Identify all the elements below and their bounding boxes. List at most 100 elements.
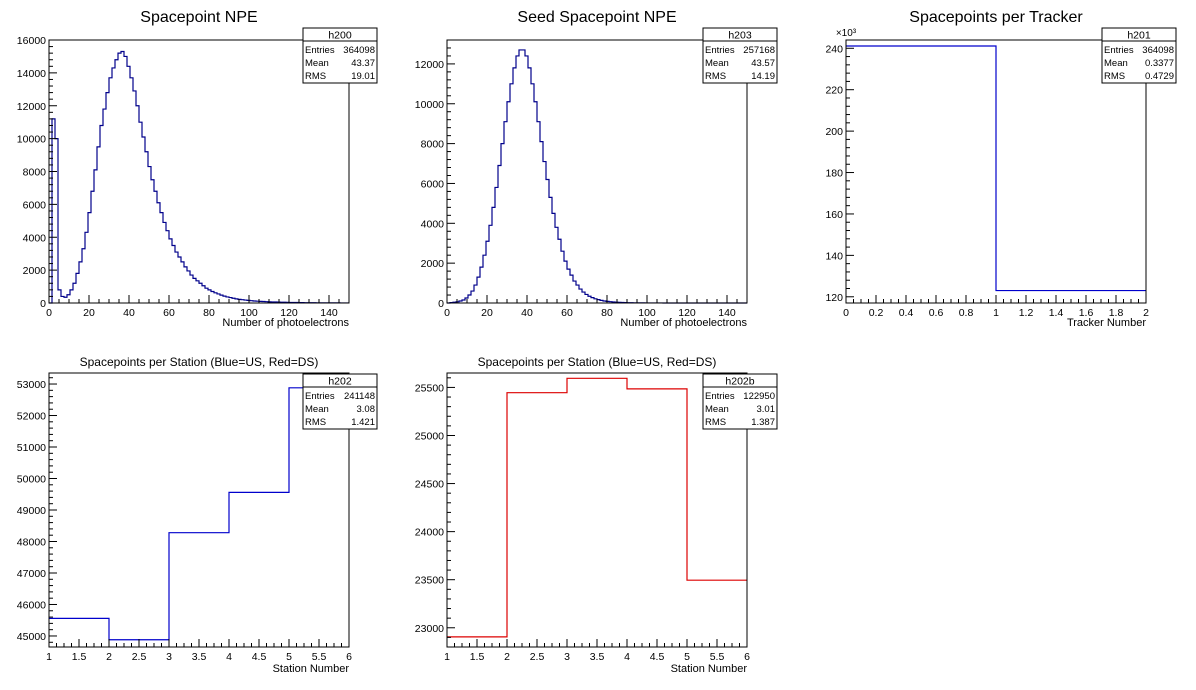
- y-tick-label: 14000: [17, 68, 46, 80]
- x-tick-label: 1: [46, 651, 52, 663]
- y-tick-label: 49000: [17, 505, 46, 517]
- stats-box: h202b Entries 122950 Mean 3.01 RMS 1.387: [702, 373, 778, 430]
- x-tick-label: 120: [280, 307, 298, 319]
- stats-value: 241148: [344, 391, 375, 402]
- y-tick-label: 10000: [17, 134, 46, 146]
- histogram-series-line: [49, 387, 349, 641]
- stats-histogram-name: h200: [328, 30, 352, 42]
- stats-label: Entries: [705, 391, 735, 402]
- plot-frame: [446, 372, 748, 648]
- y-tick-label: 2000: [421, 258, 445, 270]
- x-tick-label: 5.5: [312, 651, 327, 663]
- y-tick-label: 16000: [17, 35, 46, 47]
- x-tick-label: 40: [521, 307, 533, 319]
- y-tick-label: 12000: [17, 101, 46, 113]
- stats-value: 14.19: [751, 71, 775, 82]
- histogram-series-line: [846, 45, 1146, 292]
- stats-histogram-name: h202: [328, 376, 352, 388]
- stats-value: 1.387: [751, 417, 775, 428]
- chart-title: Spacepoints per Station (Blue=US, Red=DS…: [80, 355, 319, 369]
- y-tick-label: 10000: [415, 99, 444, 111]
- y-tick-label: 8000: [421, 139, 445, 151]
- y-tick-label: 6000: [23, 199, 47, 211]
- x-tick-label: 6: [346, 651, 352, 663]
- x-tick-label: 1: [444, 651, 450, 663]
- x-tick-label: 1.6: [1079, 307, 1094, 319]
- chart-title: Spacepoint NPE: [140, 9, 257, 26]
- stats-value: 43.57: [751, 58, 775, 69]
- stats-value: 3.01: [757, 404, 776, 415]
- x-tick-label: 0.8: [959, 307, 974, 319]
- x-tick-label: 0.6: [929, 307, 944, 319]
- stats-label: Mean: [305, 58, 329, 69]
- y-tick-label: 240: [825, 43, 843, 55]
- y-tick-label: 24500: [415, 479, 444, 491]
- x-axis-label: Station Number: [671, 663, 748, 675]
- y-tick-label: 180: [825, 168, 843, 180]
- stats-label: RMS: [305, 417, 326, 428]
- x-tick-label: 140: [718, 307, 736, 319]
- stats-label: Mean: [1104, 58, 1128, 69]
- x-tick-label: 0.2: [869, 307, 884, 319]
- y-tick-label: 25500: [415, 382, 444, 394]
- stats-box: h202 Entries 241148 Mean 3.08 RMS 1.421: [302, 373, 378, 430]
- y-tick-label: 51000: [17, 442, 46, 454]
- x-tick-label: 140: [320, 307, 338, 319]
- stats-value: 43.37: [351, 58, 375, 69]
- x-axis-label: Station Number: [273, 663, 350, 675]
- chart-title: Seed Spacepoint NPE: [517, 9, 676, 26]
- stats-value: 364098: [1142, 45, 1174, 56]
- x-tick-label: 2: [504, 651, 510, 663]
- x-axis-label: Number of photoelectrons: [620, 317, 747, 329]
- stats-label: Entries: [305, 391, 335, 402]
- stats-box-frame: [702, 27, 778, 84]
- y-tick-label: 0: [40, 298, 46, 310]
- x-tick-label: 2.5: [132, 651, 147, 663]
- x-tick-label: 0: [46, 307, 52, 319]
- x-tick-label: 1.2: [1019, 307, 1034, 319]
- x-tick-label: 0.4: [899, 307, 914, 319]
- x-tick-label: 2: [1143, 307, 1149, 319]
- x-tick-label: 2.5: [530, 651, 545, 663]
- y-tick-label: 4000: [23, 232, 47, 244]
- stats-label: RMS: [705, 71, 726, 82]
- stats-box: h201 Entries 364098 Mean 0.3377 RMS 0.4729: [1101, 27, 1177, 84]
- stats-label: Entries: [705, 45, 735, 56]
- x-tick-label: 4: [624, 651, 630, 663]
- y-tick-label: 45000: [17, 631, 46, 643]
- y-axis-exponent: ×10³: [836, 28, 857, 39]
- stats-value: 3.08: [357, 404, 376, 415]
- stats-value: 19.01: [351, 71, 375, 82]
- stats-box: h203 Entries 257168 Mean 43.57 RMS 14.19: [702, 27, 778, 84]
- stats-value: 257168: [743, 45, 775, 56]
- y-tick-label: 50000: [17, 474, 46, 486]
- y-tick-label: 25000: [415, 430, 444, 442]
- x-tick-label: 5.5: [710, 651, 725, 663]
- y-tick-label: 46000: [17, 599, 46, 611]
- y-tick-label: 12000: [415, 59, 444, 71]
- stats-label: RMS: [305, 71, 326, 82]
- x-tick-label: 60: [561, 307, 573, 319]
- stats-box-frame: [1101, 27, 1177, 84]
- x-tick-label: 0: [444, 307, 450, 319]
- stats-label: Entries: [305, 45, 335, 56]
- x-tick-label: 3.5: [590, 651, 605, 663]
- y-tick-label: 53000: [17, 379, 46, 391]
- y-tick-label: 220: [825, 85, 843, 97]
- stats-box: h200 Entries 364098 Mean 43.37 RMS 19.01: [302, 27, 378, 84]
- x-tick-label: 80: [601, 307, 613, 319]
- x-tick-label: 1.5: [470, 651, 485, 663]
- x-tick-label: 100: [638, 307, 656, 319]
- x-tick-label: 3.5: [192, 651, 207, 663]
- x-tick-label: 120: [678, 307, 696, 319]
- y-tick-label: 52000: [17, 411, 46, 423]
- chart-panel-3: Spacepoints per Tracker 0 0.2 0.4 0.6 0.8 1 1.2…: [825, 9, 1177, 329]
- x-tick-label: 1.8: [1109, 307, 1124, 319]
- x-tick-label: 3: [166, 651, 172, 663]
- y-tick-label: 160: [825, 209, 843, 221]
- y-tick-label: 6000: [421, 178, 445, 190]
- chart-title: Spacepoints per Tracker: [909, 9, 1083, 26]
- stats-histogram-name: h203: [728, 30, 752, 42]
- stats-box-frame: [302, 373, 378, 430]
